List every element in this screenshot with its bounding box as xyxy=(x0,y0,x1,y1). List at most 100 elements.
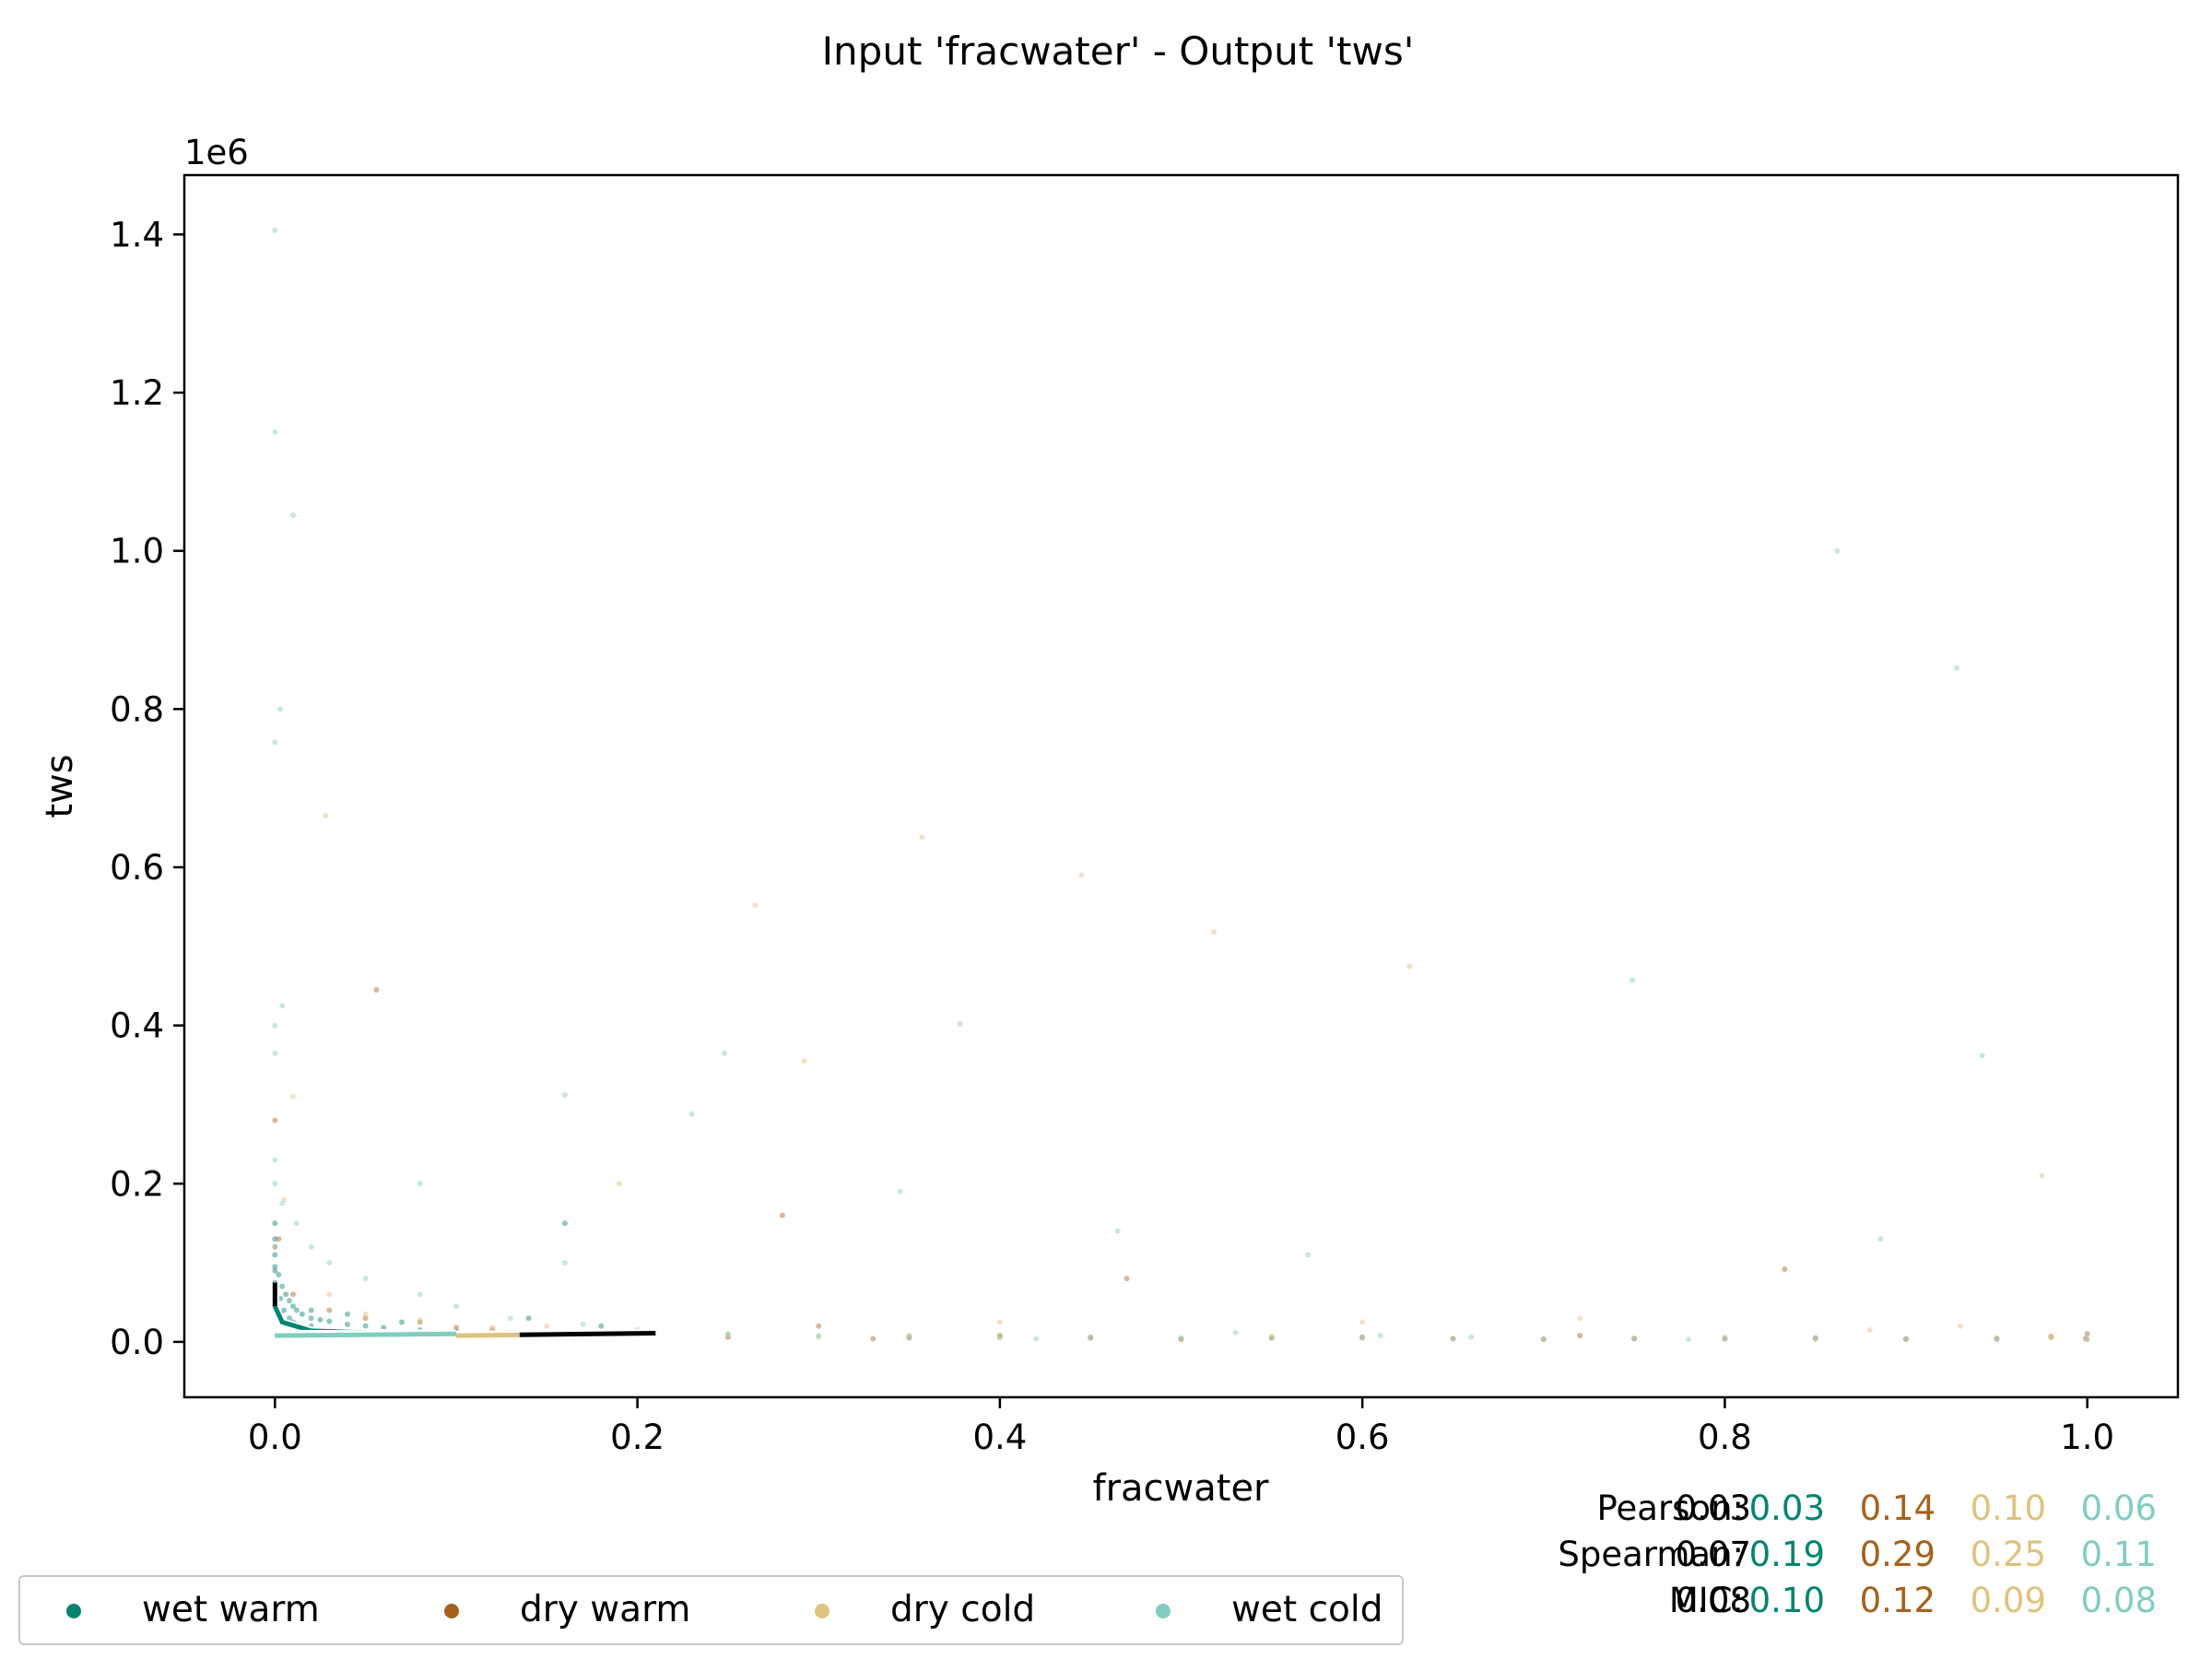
data-point xyxy=(561,1220,568,1227)
legend-label: dry warm xyxy=(520,1589,691,1630)
data-point xyxy=(272,739,278,746)
data-point xyxy=(996,1334,1003,1340)
data-point xyxy=(2084,1336,2090,1343)
y-tick-label: 1.4 xyxy=(110,215,164,254)
stat-value: 0.03 xyxy=(1748,1488,1825,1528)
data-point xyxy=(276,1236,282,1242)
series-dry-cold xyxy=(272,813,2090,1343)
data-point xyxy=(287,1298,292,1304)
data-point xyxy=(272,1157,278,1163)
legend-marker xyxy=(1156,1604,1171,1618)
data-point xyxy=(688,1111,695,1117)
data-point xyxy=(816,1334,822,1340)
data-point xyxy=(1088,1334,1094,1340)
data-point xyxy=(561,1092,568,1099)
data-point xyxy=(1359,1335,1366,1341)
data-point xyxy=(1812,1335,1818,1342)
data-point xyxy=(996,1335,1003,1341)
data-point xyxy=(906,1333,912,1339)
data-point xyxy=(1577,1333,1583,1339)
y-tick-label: 0.8 xyxy=(110,689,164,729)
stat-value: 0.10 xyxy=(1970,1488,2046,1528)
stat-value: 0.14 xyxy=(1859,1488,1936,1528)
stat-label: MIC: xyxy=(1668,1581,1744,1620)
data-point xyxy=(272,228,278,234)
points-layer xyxy=(272,228,2090,1343)
data-point xyxy=(399,1319,405,1325)
data-point xyxy=(897,1188,903,1194)
y-tick-label: 0.6 xyxy=(110,848,164,888)
data-point xyxy=(1088,1334,1094,1340)
data-point xyxy=(1268,1333,1275,1339)
x-tick-label: 0.8 xyxy=(1698,1418,1752,1457)
data-point xyxy=(1979,1053,1985,1059)
series-dry-warm xyxy=(272,987,2090,1343)
data-point xyxy=(779,1212,785,1218)
stat-value: 0.03 xyxy=(1675,1488,1751,1528)
data-point xyxy=(2048,1333,2054,1339)
x-tick-label: 1.0 xyxy=(2060,1418,2114,1457)
data-point xyxy=(1958,1323,1963,1329)
data-point xyxy=(957,1020,963,1027)
data-point xyxy=(1450,1335,1456,1342)
data-point xyxy=(279,1200,286,1206)
data-point xyxy=(561,1260,568,1266)
data-point xyxy=(453,1324,459,1331)
data-point xyxy=(323,813,329,819)
data-point xyxy=(1834,547,1841,554)
data-point xyxy=(752,902,759,909)
data-point xyxy=(1406,963,1413,970)
correlation-stats: Pearson: 0.03 0.03 0.14 0.10 0.06 Spearm… xyxy=(1401,1488,2212,1654)
data-point xyxy=(272,1243,278,1250)
data-point xyxy=(1577,1315,1583,1322)
y-tick-label: 1.2 xyxy=(110,373,164,413)
data-point xyxy=(272,1220,278,1227)
data-point xyxy=(1877,1236,1884,1242)
data-point xyxy=(272,1267,278,1274)
data-point xyxy=(276,1272,282,1277)
y-tick-label: 1.0 xyxy=(110,532,164,571)
stat-value: 0.12 xyxy=(1859,1581,1936,1620)
data-point xyxy=(1812,1336,1818,1343)
data-point xyxy=(281,1196,288,1203)
data-point xyxy=(870,1335,877,1342)
data-point xyxy=(293,1307,300,1313)
data-point xyxy=(2048,1334,2054,1340)
data-point xyxy=(308,1243,314,1250)
data-point xyxy=(279,1003,286,1009)
data-point xyxy=(417,1181,423,1187)
data-point xyxy=(816,1333,822,1339)
stat-row-mic: MIC: 0.08 0.10 0.12 0.09 0.08 xyxy=(1401,1581,2212,1627)
data-point xyxy=(1812,1335,1818,1341)
stat-value: 0.19 xyxy=(1748,1535,1825,1574)
data-point xyxy=(345,1311,350,1317)
data-point xyxy=(525,1315,532,1322)
data-point xyxy=(1782,1266,1788,1272)
data-point xyxy=(1232,1329,1239,1335)
data-point xyxy=(801,1058,807,1065)
data-point xyxy=(1377,1333,1383,1339)
y-offset-text: 1e6 xyxy=(184,133,249,172)
data-point xyxy=(580,1322,586,1327)
data-point xyxy=(326,1291,333,1298)
data-point xyxy=(996,1333,1003,1339)
trend-layer xyxy=(270,1282,656,1340)
data-point xyxy=(1631,1335,1638,1342)
data-point xyxy=(1450,1335,1456,1342)
x-tick-label: 0.0 xyxy=(248,1418,302,1457)
data-point xyxy=(1866,1327,1873,1333)
series-wet-warm xyxy=(272,1220,605,1338)
data-point xyxy=(1540,1336,1547,1343)
y-axis-label: tws xyxy=(39,754,81,818)
data-point xyxy=(317,1316,324,1323)
data-point xyxy=(272,429,278,435)
data-point xyxy=(1994,1336,2000,1343)
legend-label: wet cold xyxy=(1231,1589,1383,1630)
data-point xyxy=(724,1334,731,1340)
data-point xyxy=(1359,1335,1366,1341)
data-point xyxy=(373,987,380,993)
stat-value: 0.08 xyxy=(1675,1581,1751,1620)
data-point xyxy=(326,1307,333,1313)
data-point xyxy=(272,1264,278,1270)
data-point xyxy=(919,834,925,841)
